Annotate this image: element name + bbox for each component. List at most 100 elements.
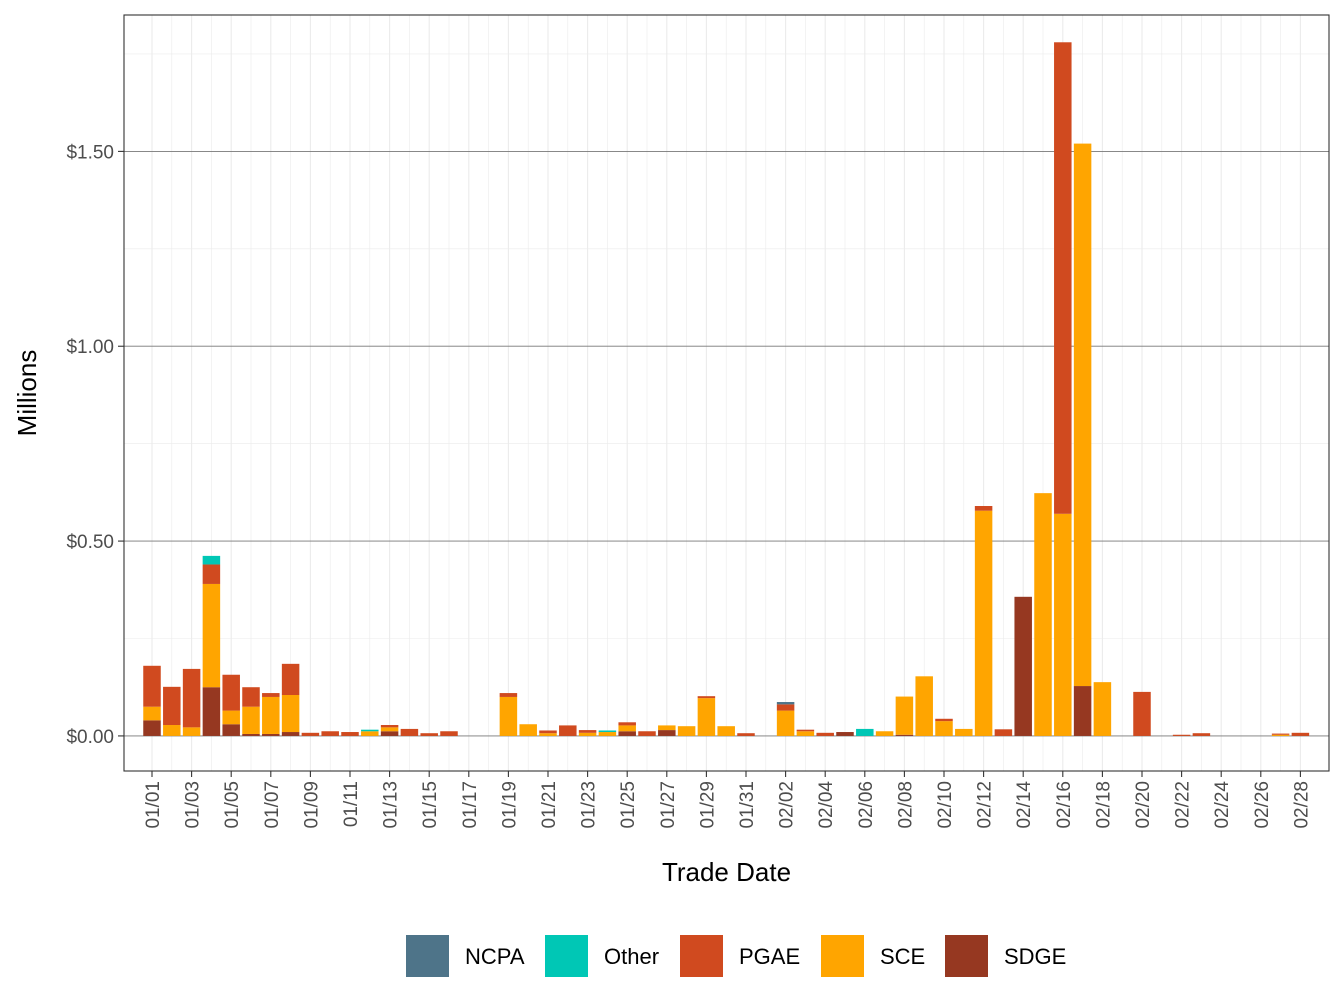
bar-segment-sce	[1271, 734, 1290, 736]
x-tick-label: 02/24	[1212, 781, 1233, 829]
bar-segment-sce	[262, 696, 280, 734]
x-tick-label: 01/07	[262, 781, 283, 829]
legend-label-sdge: SDGE	[1004, 944, 1066, 969]
plot-panel-border	[123, 14, 1330, 772]
y-tick-label: $1.50	[66, 142, 114, 163]
bar-segment-sce	[539, 733, 557, 736]
y-tick-label: $0.50	[66, 532, 114, 553]
bar-segment-other	[202, 555, 221, 565]
bar-segment-sce	[796, 731, 815, 736]
bar-segment-sdge	[222, 724, 240, 736]
legend-label-sce: SCE	[880, 944, 925, 969]
bar-segment-pgae	[499, 693, 518, 697]
bar-segment-pgae	[1054, 42, 1072, 514]
bar-segment-sce	[776, 710, 795, 736]
bar-segment-other	[598, 730, 617, 733]
bar-segment-sce	[677, 726, 696, 736]
legend: NCPA Other PGAE SCE SDGE	[406, 935, 1066, 977]
x-tick-label: 01/19	[499, 781, 520, 829]
bar-segment-pgae	[202, 564, 221, 584]
y-tick-label: $0.00	[66, 727, 114, 748]
bar-segment-sdge	[1014, 596, 1032, 736]
bar-segment-pgae	[262, 693, 280, 697]
x-tick-label: 01/15	[420, 781, 441, 829]
bar-segment-sce	[1054, 513, 1072, 736]
bar-segment-pgae	[301, 732, 320, 736]
x-tick-label: 01/03	[183, 781, 204, 829]
bar-segment-pgae	[638, 731, 656, 736]
bar-segment-sce	[618, 725, 636, 732]
x-tick-label: 01/25	[618, 781, 639, 829]
bar-segment-sce	[1093, 682, 1112, 736]
x-tick-label: 02/26	[1252, 781, 1273, 829]
bar-segment-sce	[380, 727, 399, 732]
bar-segment-pgae	[400, 728, 419, 736]
x-tick-label: 02/08	[895, 781, 916, 829]
bar-segment-sdge	[202, 687, 221, 736]
x-tick-label: 02/18	[1093, 781, 1114, 829]
bar-segment-ncpa	[776, 702, 795, 705]
bar-segment-pgae	[380, 725, 399, 728]
x-tick-label: 02/22	[1173, 781, 1194, 829]
bar-segment-pgae	[321, 731, 339, 736]
bar-segment-sce	[717, 726, 735, 736]
bar-segment-sce	[182, 727, 201, 736]
x-tick-label: 02/04	[816, 781, 837, 829]
bar-segment-pgae	[420, 733, 438, 736]
bar-segment-pgae	[994, 729, 1013, 736]
grid-lines	[124, 15, 1329, 771]
bar-segment-sdge	[143, 720, 161, 736]
x-tick-label: 02/02	[777, 781, 798, 829]
bar-segment-pgae	[776, 704, 795, 711]
bar-segment-other	[856, 728, 874, 736]
bar-segment-sdge	[262, 733, 280, 736]
bar-segment-pgae	[697, 696, 716, 699]
x-tick-label: 02/28	[1291, 781, 1312, 829]
y-tick-label: $1.00	[66, 337, 114, 358]
bar-segment-pgae	[222, 674, 240, 711]
bar-segment-pgae	[737, 733, 755, 736]
bar-segment-pgae	[1271, 733, 1290, 735]
bar-segment-sce	[935, 721, 953, 736]
bar-segment-sce	[578, 732, 597, 736]
x-tick-label: 02/10	[935, 781, 956, 829]
bar-segment-pgae	[242, 687, 260, 707]
x-tick-label: 01/27	[658, 781, 679, 829]
x-tick-label: 02/12	[975, 781, 996, 829]
legend-key-sdge	[945, 935, 988, 977]
bar-segment-sdge	[281, 732, 300, 736]
bar-segment-pgae	[618, 722, 636, 726]
bar-segment-pgae	[163, 686, 181, 726]
bar-segment-sce	[163, 725, 181, 736]
bar-segment-sdge	[242, 733, 260, 736]
bar-segment-sce	[202, 583, 221, 688]
bar-segment-sdge	[895, 734, 914, 736]
bar-segment-pgae	[1192, 733, 1211, 736]
x-tick-label: 02/20	[1133, 781, 1154, 829]
x-tick-label: 01/01	[143, 781, 164, 829]
bar-segment-pgae	[1172, 734, 1191, 736]
x-axis-title: Trade Date	[662, 857, 791, 887]
bar-segment-pgae	[796, 729, 815, 732]
bar-segment-pgae	[935, 718, 953, 722]
x-tick-label: 01/29	[697, 781, 718, 829]
legend-key-sce	[821, 935, 864, 977]
bar-segment-pgae	[578, 730, 597, 733]
bar-segment-sce	[519, 724, 537, 736]
bar-segment-sdge	[1073, 686, 1092, 736]
bar-segment-pgae	[559, 725, 577, 736]
bar-segment-sce	[895, 696, 914, 735]
legend-label-ncpa: NCPA	[465, 944, 525, 969]
bar-segment-sdge	[618, 731, 636, 736]
bar-segment-sce	[974, 510, 993, 736]
x-tick-label: 01/31	[737, 781, 758, 829]
bar-segment-sce	[143, 706, 161, 721]
bar-segment-sce	[1073, 143, 1092, 687]
bar-segment-pgae	[974, 506, 993, 511]
bar-segment-sce	[499, 696, 518, 736]
y-axis-title: Millions	[12, 350, 42, 437]
bar-segment-pgae	[182, 668, 201, 728]
bar-segment-sdge	[658, 730, 676, 736]
bar-segment-sce	[915, 676, 933, 736]
